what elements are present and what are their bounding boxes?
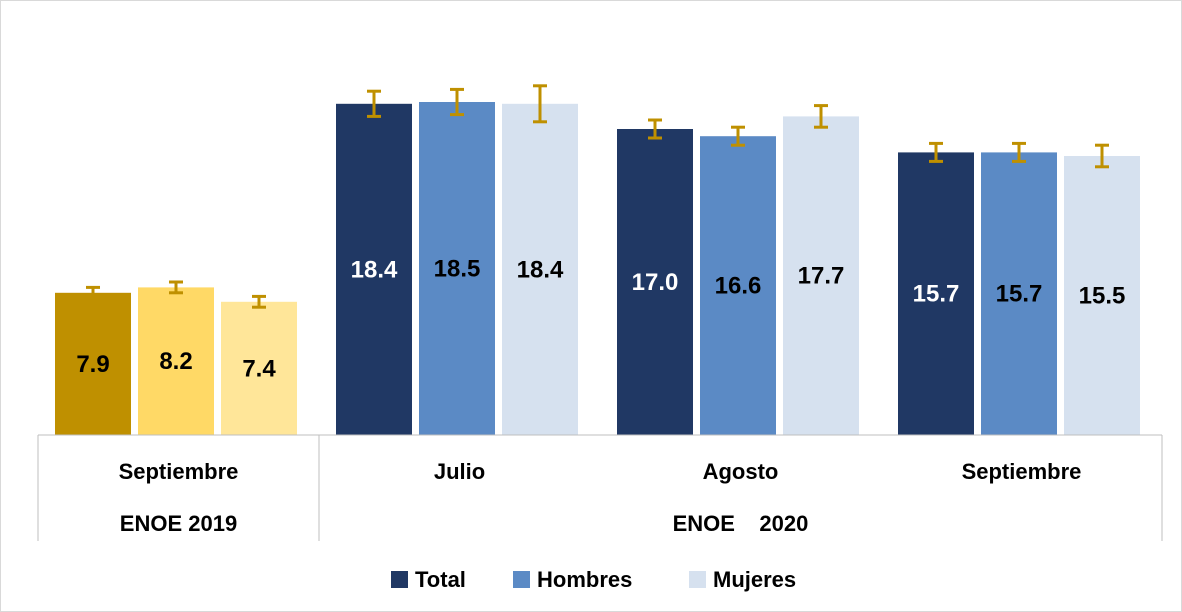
error-bar <box>814 104 828 129</box>
error-bar <box>169 280 183 295</box>
legend-swatch <box>513 571 530 588</box>
error-bar <box>731 125 745 147</box>
bar-hombres-julio-2020 <box>419 102 495 435</box>
error-bars-layer <box>86 84 1109 309</box>
bar-total-agosto-2020 <box>617 129 693 435</box>
value-label: 7.9 <box>76 351 109 378</box>
category-label: Agosto <box>703 459 779 484</box>
error-bar <box>648 118 662 140</box>
value-label: 18.4 <box>351 256 398 283</box>
legend-swatch <box>391 571 408 588</box>
category-label: Septiembre <box>962 459 1082 484</box>
error-bar <box>252 294 266 309</box>
value-labels-layer: 7.9 8.2 7.4 18.4 18.5 18.4 17.0 16.6 17.7 15.7 15.… <box>76 256 1125 383</box>
legend: Total Hombres Mujeres <box>391 567 796 592</box>
legend-label: Mujeres <box>713 567 796 592</box>
error-bar <box>450 87 464 117</box>
bar-mujeres-agosto-2020 <box>783 116 859 436</box>
value-label: 17.7 <box>798 263 845 290</box>
value-label: 15.5 <box>1079 283 1126 310</box>
value-label: 7.4 <box>242 355 276 382</box>
error-bar <box>1012 141 1026 163</box>
value-label: 15.7 <box>996 281 1043 308</box>
value-label: 8.2 <box>159 348 192 375</box>
error-bar <box>929 141 943 163</box>
legend-label: Total <box>415 567 466 592</box>
value-label: 17.0 <box>632 269 679 296</box>
error-bar <box>86 285 100 300</box>
legend-item-total: Total <box>391 567 466 592</box>
bar-hombres-septiembre-2019 <box>138 287 214 435</box>
bar-hombres-agosto-2020 <box>700 136 776 435</box>
legend-swatch <box>689 571 706 588</box>
category-label: Julio <box>434 459 485 484</box>
error-bar <box>367 89 381 118</box>
value-label: 18.4 <box>517 256 564 283</box>
category-axis: Septiembre Julio Agosto Septiembre ENOE 2019… <box>37 434 1163 541</box>
group-label-2019: ENOE 2019 <box>120 511 237 536</box>
bar-mujeres-julio-2020 <box>502 103 578 436</box>
category-label: Septiembre <box>119 459 239 484</box>
error-bar <box>533 84 547 124</box>
bar-mujeres-septiembre-2019 <box>221 301 297 435</box>
bar-total-septiembre-2019 <box>55 292 131 435</box>
bar-hombres-septiembre-2020 <box>981 152 1057 435</box>
value-label: 18.5 <box>434 256 481 283</box>
bar-total-julio-2020 <box>336 103 412 436</box>
bars-layer <box>55 102 1140 436</box>
legend-item-hombres: Hombres <box>513 567 632 592</box>
value-label: 15.7 <box>913 281 960 308</box>
value-label: 16.6 <box>715 273 762 300</box>
bar-mujeres-septiembre-2020 <box>1064 156 1140 435</box>
legend-label: Hombres <box>537 567 632 592</box>
bar-total-septiembre-2020 <box>898 152 974 435</box>
legend-item-mujeres: Mujeres <box>689 567 796 592</box>
group-label-2020: ENOE 2020 <box>673 511 809 536</box>
error-bar <box>1095 143 1109 169</box>
